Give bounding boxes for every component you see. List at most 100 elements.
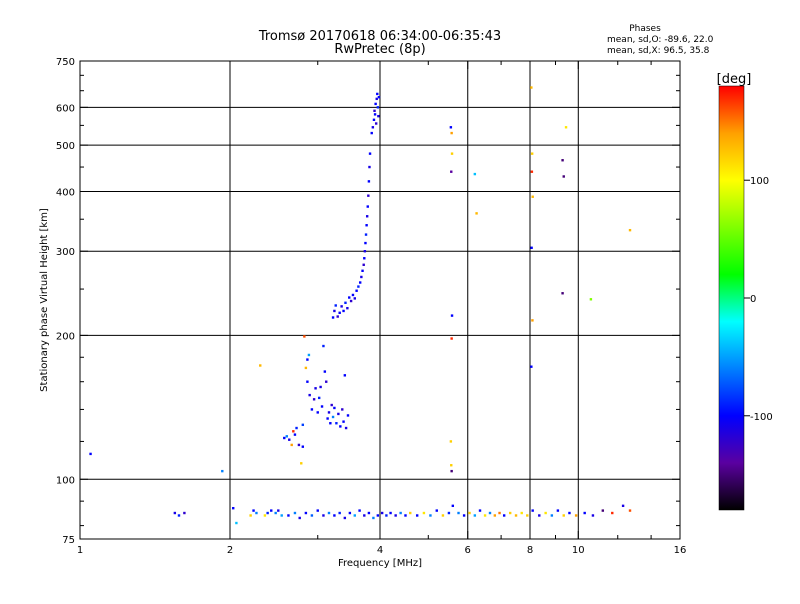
y-tick-label: 200 [56, 331, 75, 342]
data-point [177, 514, 181, 517]
data-point [502, 514, 506, 517]
data-point [478, 509, 482, 512]
data-point [307, 353, 311, 357]
data-point [368, 165, 371, 169]
data-point [335, 422, 338, 425]
data-point [373, 109, 376, 113]
data-point [353, 297, 356, 300]
data-point [364, 241, 367, 245]
data-point [462, 514, 466, 517]
data-point [367, 180, 371, 183]
data-point [280, 514, 283, 517]
data-point [370, 131, 373, 135]
data-point [628, 509, 632, 512]
data-point [450, 464, 453, 467]
data-point [306, 380, 309, 383]
data-point [333, 309, 336, 313]
data-point [322, 344, 325, 348]
data-point [415, 514, 419, 517]
data-point [290, 443, 293, 447]
data-point [531, 195, 534, 198]
data-point [365, 215, 369, 218]
data-point [376, 92, 379, 96]
data-point [293, 433, 297, 436]
y-axis-label: Stationary phase Virtual Height [km] [39, 208, 50, 392]
data-point [483, 514, 487, 517]
data-point [304, 511, 308, 515]
data-point [344, 301, 347, 304]
data-point [221, 469, 224, 473]
data-point [368, 152, 372, 155]
data-point [361, 269, 364, 272]
data-point [334, 304, 337, 307]
data-point [314, 387, 317, 390]
data-point [611, 511, 614, 515]
data-point [450, 152, 454, 155]
data-point [277, 509, 280, 512]
y-tick-label: 600 [56, 103, 75, 114]
grid-lines [80, 61, 680, 539]
data-point [429, 514, 432, 517]
data-point [330, 403, 333, 407]
data-point [249, 514, 252, 517]
data-point [530, 170, 534, 173]
data-point [283, 436, 286, 440]
data-point [550, 514, 554, 517]
data-point [252, 509, 255, 512]
data-point [312, 398, 316, 401]
data-point [308, 393, 311, 397]
data-point [329, 422, 332, 425]
data-point [473, 514, 477, 517]
data-point [435, 509, 438, 512]
data-point [341, 408, 344, 411]
x-axis-ticks: 1 2 4 6 8 10 16 [77, 61, 686, 556]
data-point [331, 415, 335, 419]
data-point [348, 296, 351, 299]
data-point [493, 514, 497, 517]
data-point [310, 408, 314, 411]
data-point [377, 114, 380, 118]
data-point [367, 194, 370, 197]
data-point [353, 514, 356, 517]
data-point [562, 175, 565, 178]
data-point [531, 319, 534, 322]
data-point [287, 514, 290, 517]
data-point [333, 514, 336, 517]
colorbar [718, 85, 745, 511]
data-point [530, 86, 533, 89]
data-point [583, 511, 586, 515]
data-point [450, 469, 453, 473]
data-point [358, 509, 361, 512]
phase-stats-o: mean, sd,O: -89.6, 22.0 [607, 35, 714, 45]
data-point [293, 511, 297, 515]
data-point [404, 514, 407, 517]
data-point [526, 514, 529, 517]
data-point [394, 514, 397, 517]
data-point [514, 514, 518, 517]
data-point [374, 122, 378, 125]
colorbar-ticks: 100 0 -100 [744, 176, 773, 423]
data-point [274, 511, 277, 515]
data-point [292, 430, 295, 433]
data-point [263, 514, 267, 517]
data-point [561, 159, 564, 162]
data-point [447, 511, 451, 515]
data-point [380, 511, 384, 515]
data-point [319, 385, 322, 389]
data-point [327, 411, 331, 414]
data-point [374, 102, 377, 106]
x-axis-label: Frequency [MHz] [338, 558, 422, 569]
data-point [450, 314, 454, 317]
data-point [333, 406, 336, 410]
data-point [304, 366, 308, 370]
data-point [344, 426, 348, 430]
data-point [338, 311, 341, 314]
data-point [568, 511, 571, 515]
data-point [363, 250, 367, 253]
data-point [336, 315, 339, 318]
data-point [449, 126, 453, 129]
x-tick-label: 1 [77, 545, 83, 556]
data-point [89, 452, 92, 456]
data-point [508, 511, 512, 515]
